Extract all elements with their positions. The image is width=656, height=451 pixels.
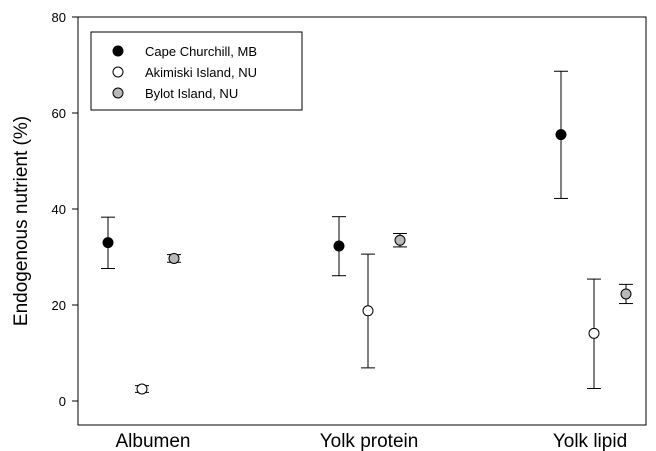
legend-label: Akimiski Island, NU xyxy=(145,65,257,80)
data-point xyxy=(555,129,567,141)
data-point xyxy=(168,252,180,264)
data-point xyxy=(102,237,114,249)
data-point xyxy=(588,327,600,339)
y-tick-label: 80 xyxy=(52,10,66,25)
y-tick-label: 20 xyxy=(52,298,66,313)
y-tick-label: 60 xyxy=(52,106,66,121)
data-point xyxy=(362,305,374,317)
x-category-label: Yolk lipid xyxy=(553,431,627,451)
plot-area xyxy=(77,16,647,426)
x-category-label: Yolk protein xyxy=(320,431,419,451)
y-axis-title: Endogenous nutrient (%) xyxy=(11,116,32,326)
y-axis: 0 20 40 60 80 xyxy=(52,10,78,409)
x-category-label: Albumen xyxy=(116,431,191,451)
plot-frame xyxy=(77,16,647,426)
data-point xyxy=(620,288,632,300)
data-point xyxy=(394,234,406,246)
data-point xyxy=(136,383,148,395)
y-tick-label: 0 xyxy=(59,394,66,409)
legend: Cape Churchill, MB Akimiski Island, NU Byl… xyxy=(90,31,303,111)
legend-marker xyxy=(112,45,124,57)
data-marks xyxy=(101,70,633,395)
legend-marker xyxy=(112,87,124,99)
legend-box xyxy=(90,31,303,111)
legend-marker xyxy=(112,66,124,78)
legend-label: Cape Churchill, MB xyxy=(145,44,257,59)
data-point xyxy=(333,240,345,252)
legend-label: Bylot Island, NU xyxy=(145,86,238,101)
x-axis: Albumen Yolk protein Yolk lipid xyxy=(116,431,628,451)
y-tick-label: 40 xyxy=(52,202,66,217)
